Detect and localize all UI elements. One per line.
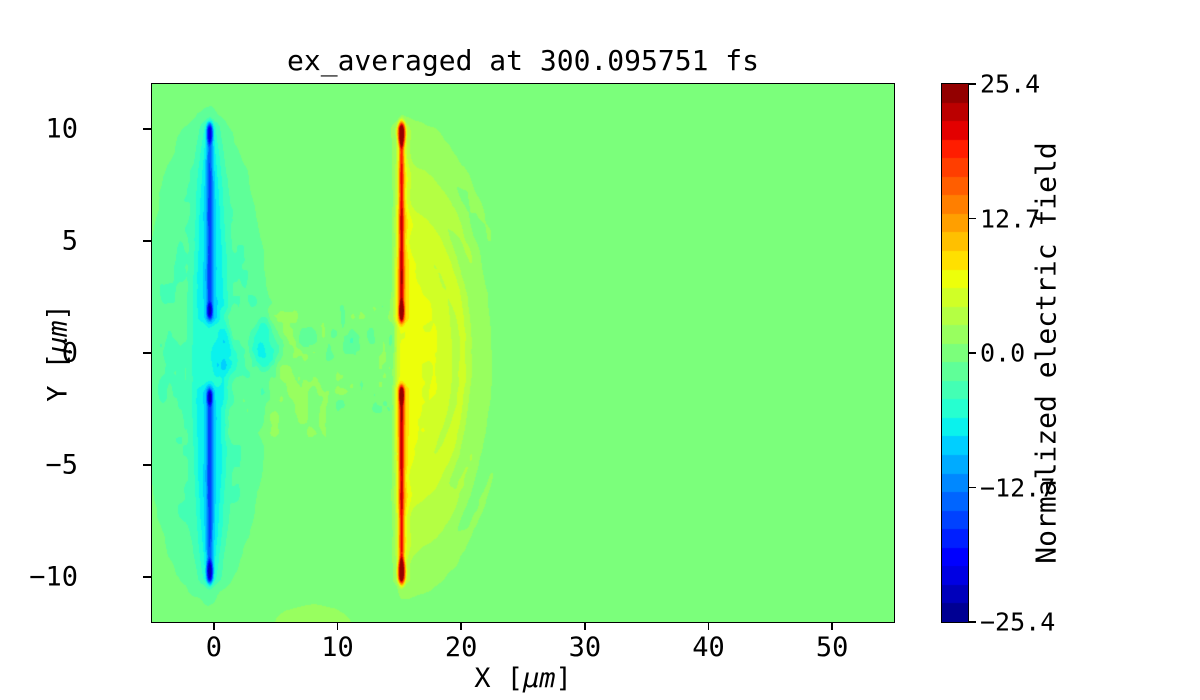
x-axis-unit: μm — [523, 663, 556, 694]
y-axis-label-post: ] — [42, 304, 74, 321]
colorbar-tick-label: −12.7 — [980, 473, 1056, 502]
x-tick-mark — [707, 622, 710, 630]
colorbar-label: Normalized electric field — [1029, 142, 1063, 564]
x-axis-label-pre: X [ — [474, 663, 523, 694]
y-tick-label-text: −10 — [29, 561, 78, 593]
colorbar-tick-label: 25.4 — [980, 69, 1041, 99]
y-tick-mark — [143, 576, 151, 578]
colorbar — [941, 83, 969, 623]
plot-title: ex_averaged at 300.095751 fs — [286, 44, 760, 77]
x-tick-label: 0 — [205, 632, 222, 663]
colorbar-tick-mark — [969, 352, 976, 354]
y-tick-label-text: 5 — [61, 225, 78, 257]
x-tick-mark — [831, 622, 833, 630]
x-tick-mark — [213, 622, 215, 630]
colorbar-tick-mark — [969, 486, 976, 489]
colorbar-tick-label: 0.0 — [980, 338, 1026, 368]
colorbar-tick-label: 12.7 — [980, 204, 1041, 233]
y-tick-mark — [143, 352, 151, 354]
heatmap-canvas — [152, 84, 894, 622]
x-tick-label: 50 — [815, 632, 849, 663]
x-tick-label: 20 — [444, 632, 478, 663]
y-tick-label-text: 10 — [45, 113, 78, 145]
colorbar-tick-mark — [969, 621, 976, 623]
x-tick-label: 30 — [568, 632, 602, 663]
y-axis-label-pre: Y [ — [42, 353, 74, 402]
x-axis-label: X [μm] — [474, 663, 572, 694]
y-tick-mark — [143, 128, 151, 130]
x-tick-mark — [336, 622, 339, 630]
y-tick-label-text: 0 — [61, 337, 78, 369]
y-axis-label: Y [μm] — [43, 304, 74, 402]
y-axis-unit: μm — [42, 320, 74, 353]
x-tick-mark — [460, 622, 462, 630]
colorbar-tick-label: −25.4 — [980, 607, 1056, 637]
colorbar-canvas — [942, 84, 968, 622]
x-axis-label-post: ] — [555, 663, 572, 694]
y-tick-label-text: −5 — [45, 449, 78, 481]
x-tick-label: 40 — [692, 632, 725, 663]
x-tick-mark — [584, 622, 586, 630]
x-tick-label: 10 — [321, 632, 354, 663]
colorbar-tick-mark — [969, 83, 976, 85]
colorbar-tick-mark — [969, 217, 976, 220]
y-tick-mark — [143, 464, 151, 466]
plot-area — [151, 83, 895, 623]
y-tick-mark — [143, 240, 151, 242]
